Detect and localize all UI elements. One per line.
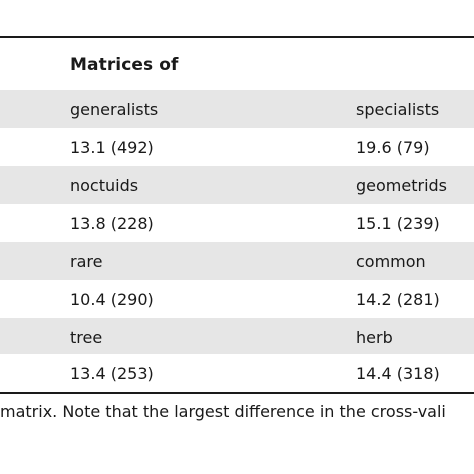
table-row: 10.4 (290) 14.2 (281) [0, 280, 474, 318]
cell-right: geometrids [356, 176, 448, 195]
table-footnote: matrix. Note that the largest difference… [0, 402, 446, 421]
table-row: rare common [0, 242, 474, 280]
cell-left: generalists [70, 100, 159, 119]
table-row: 13.4 (253) 14.4 (318) [0, 354, 474, 392]
cell-right: 14.4 (318) [356, 364, 440, 383]
cell-right: common [356, 252, 426, 271]
cell-left: 13.4 (253) [70, 364, 154, 383]
table-row: 13.8 (228) 15.1 (239) [0, 204, 474, 242]
bottom-rule [0, 392, 474, 394]
table-header: Matrices of [0, 38, 474, 90]
table-row: 13.1 (492) 19.6 (79) [0, 128, 474, 166]
cell-right: herb [356, 328, 393, 347]
cell-right: specialists [356, 100, 440, 119]
top-rule [0, 36, 474, 38]
cell-right: 15.1 (239) [356, 214, 440, 233]
cell-left: noctuids [70, 176, 139, 195]
cell-left: tree [70, 328, 103, 347]
table-row: noctuids geometrids [0, 166, 474, 204]
table-row: tree herb [0, 318, 474, 356]
cell-left: 13.8 (228) [70, 214, 154, 233]
cell-right: 14.2 (281) [356, 290, 440, 309]
cell-left: 10.4 (290) [70, 290, 154, 309]
cell-left: rare [70, 252, 103, 271]
cell-left: 13.1 (492) [70, 138, 154, 157]
header-title: Matrices of [70, 55, 179, 75]
table-row: generalists specialists [0, 90, 474, 128]
cell-right: 19.6 (79) [356, 138, 430, 157]
